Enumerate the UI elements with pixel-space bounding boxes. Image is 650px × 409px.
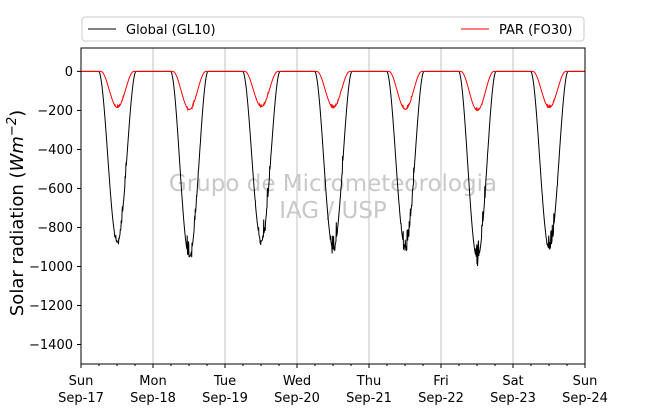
x-tick-label-date-1: Sep-18 bbox=[130, 391, 176, 406]
y-tick-label-6: −1200 bbox=[29, 299, 73, 314]
y-tick-label-3: −600 bbox=[37, 182, 73, 197]
y-tick-label-1: −200 bbox=[37, 104, 73, 119]
series-line-par bbox=[81, 70, 585, 112]
y-tick-label-4: −800 bbox=[37, 221, 73, 236]
y-tick-label-7: −1400 bbox=[29, 338, 73, 353]
x-tick-label-date-3: Sep-20 bbox=[274, 391, 320, 406]
x-tick-label-date-6: Sep-23 bbox=[490, 391, 536, 406]
x-tick-label-day-3: Wed bbox=[283, 374, 311, 389]
x-tick-label-day-2: Tue bbox=[213, 374, 236, 389]
x-tick-label-day-0: Sun bbox=[69, 374, 94, 389]
x-tick-label-day-1: Mon bbox=[139, 374, 166, 389]
series-line-global bbox=[81, 70, 585, 267]
x-tick-label-day-6: Sat bbox=[502, 374, 523, 389]
x-tick-label-date-4: Sep-21 bbox=[346, 391, 392, 406]
x-tick-label-date-7: Sep-24 bbox=[562, 391, 608, 406]
legend-label-par: PAR (FO30) bbox=[499, 23, 572, 38]
y-axis-label: Solar radiation (Wm−2) bbox=[5, 110, 28, 316]
x-tick-label-date-0: Sep-17 bbox=[58, 391, 104, 406]
x-tick-label-day-5: Fri bbox=[433, 374, 449, 389]
y-tick-label-2: −400 bbox=[37, 143, 73, 158]
legend: Global (GL10) PAR (FO30) bbox=[81, 16, 585, 42]
watermark-line-1: Grupo de Micrometeorologia bbox=[169, 171, 497, 197]
legend-frame bbox=[81, 16, 585, 42]
legend-label-global: Global (GL10) bbox=[126, 23, 216, 38]
x-tick-label-date-2: Sep-19 bbox=[202, 391, 248, 406]
y-tick-label-5: −1000 bbox=[29, 260, 73, 275]
y-tick-label-0: 0 bbox=[65, 65, 73, 80]
x-tick-label-date-5: Sep-22 bbox=[418, 391, 464, 406]
x-tick-label-day-4: Thu bbox=[356, 374, 381, 389]
x-tick-label-day-7: Sun bbox=[573, 374, 598, 389]
watermark-line-2: IAG / USP bbox=[279, 198, 387, 224]
